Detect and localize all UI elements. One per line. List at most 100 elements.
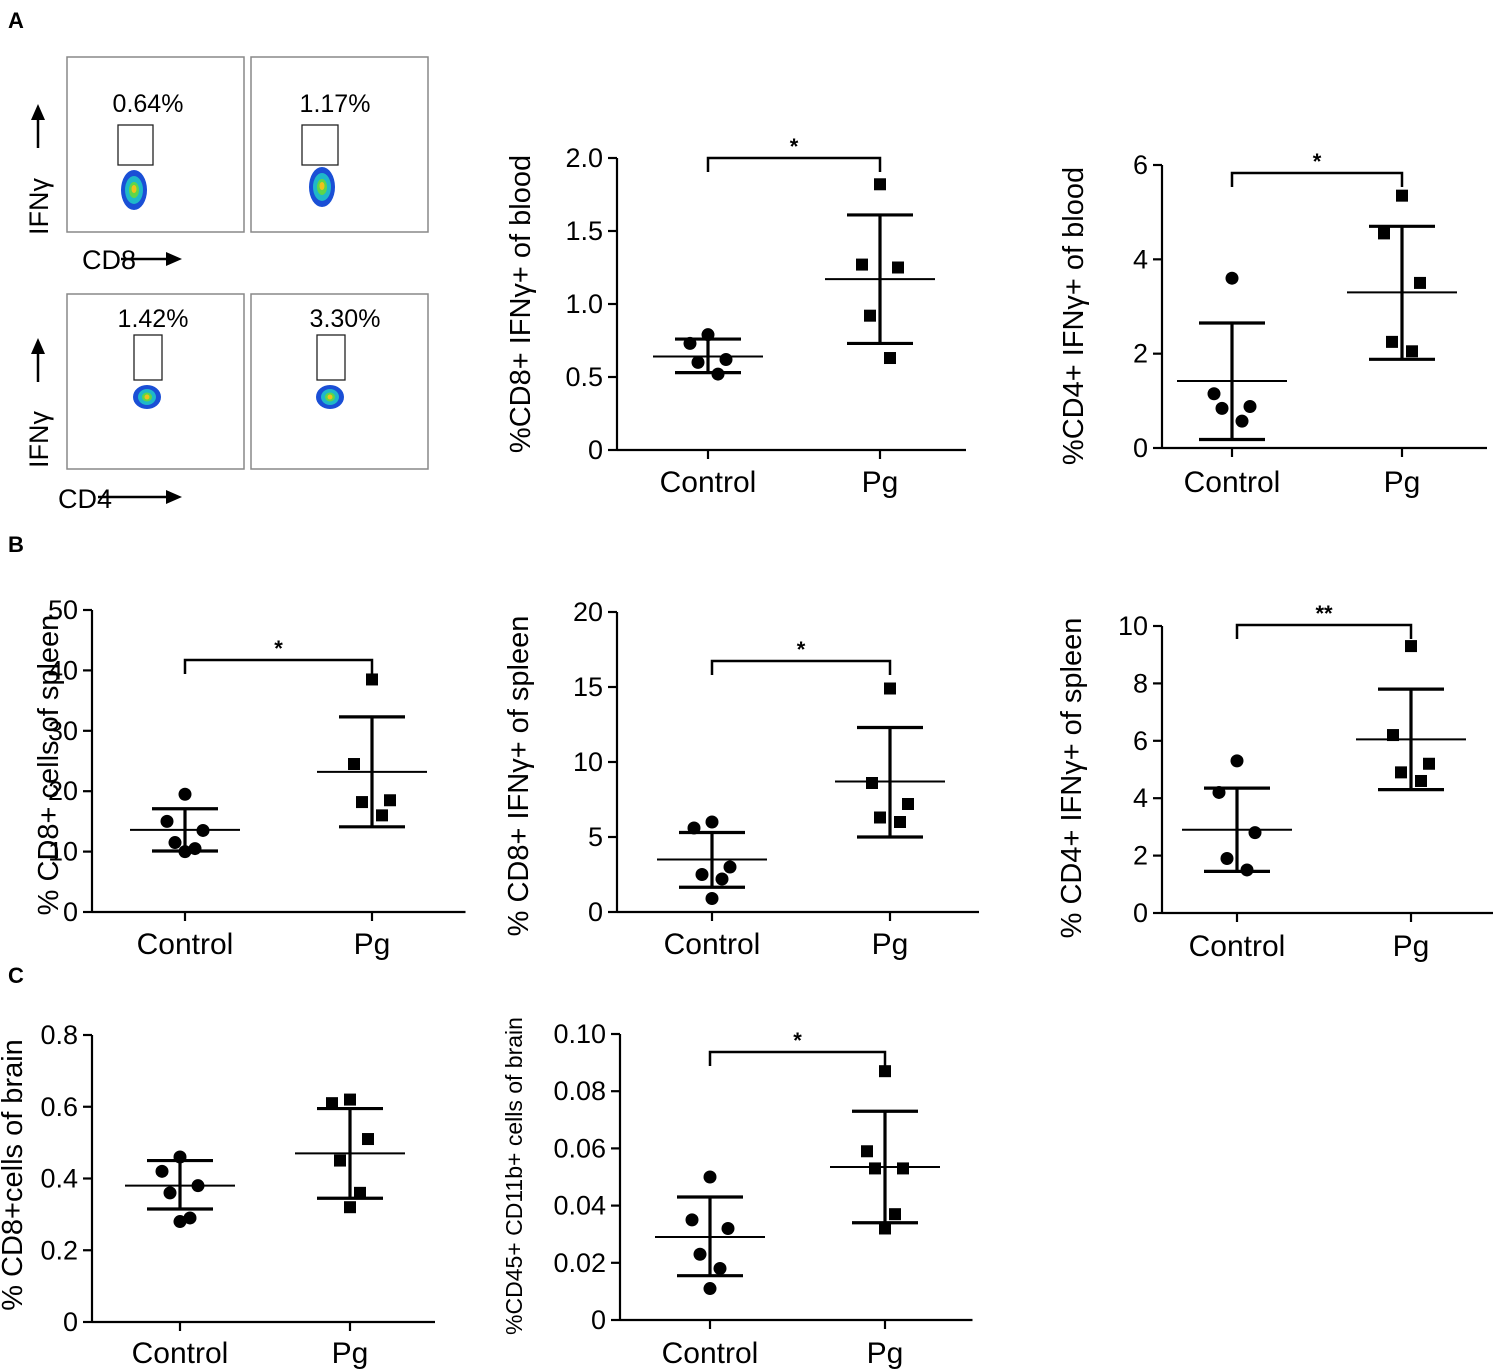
y-tick-label: 6 — [1133, 726, 1148, 756]
flow-xaxis-arrowhead-2 — [166, 490, 182, 504]
y-tick-label: 5 — [588, 822, 603, 852]
x-category-label: Pg — [332, 1337, 369, 1370]
x-category-label: Control — [1184, 466, 1281, 499]
data-point-pg — [864, 309, 876, 322]
flow-plot-pg-cd8 — [250, 56, 429, 233]
flow-plot-pg-cd4 — [250, 293, 429, 470]
data-point-control — [705, 892, 719, 905]
data-point-pg — [884, 352, 896, 365]
y-tick-label: 1.5 — [565, 216, 603, 246]
data-point-control — [711, 367, 725, 381]
y-tick-label: 50 — [48, 595, 78, 625]
y-tick-label: 2.0 — [565, 143, 603, 173]
flow-yaxis-arrowhead-1 — [31, 104, 45, 120]
data-point-control — [1215, 401, 1229, 415]
y-tick-label: 4 — [1133, 244, 1148, 274]
data-point-control — [1212, 785, 1226, 799]
y-tick-label: 2 — [1133, 339, 1148, 369]
data-point-pg — [1406, 345, 1418, 358]
y-tick-label: 0.06 — [553, 1133, 606, 1163]
y-axis-title: % CD8+ cells of spleen — [33, 615, 65, 916]
data-point-pg — [334, 1154, 346, 1167]
x-category-label: Control — [660, 466, 757, 499]
data-point-control — [183, 1211, 197, 1225]
significance-label: * — [790, 134, 799, 159]
flow-gate-control-cd4 — [133, 334, 163, 381]
data-point-control — [1240, 863, 1254, 877]
data-point-control — [687, 821, 701, 835]
y-tick-label: 30 — [48, 716, 78, 746]
data-point-pg — [326, 1097, 338, 1110]
x-category-label: Control — [664, 928, 761, 961]
x-category-label: Control — [662, 1337, 759, 1370]
data-point-pg — [874, 811, 886, 824]
x-category-label: Control — [132, 1337, 229, 1370]
x-category-label: Pg — [1393, 930, 1430, 963]
x-category-label: Pg — [354, 928, 391, 961]
y-tick-label: 0 — [591, 1305, 606, 1335]
data-point-control — [691, 355, 705, 369]
x-category-label: Control — [1189, 930, 1286, 963]
y-tick-label: 0 — [588, 897, 603, 927]
data-point-pg — [1396, 189, 1408, 202]
y-tick-label: 0.08 — [553, 1076, 606, 1106]
flow-yaxis-arrowhead-2 — [31, 338, 45, 354]
data-point-pg — [897, 1162, 909, 1175]
significance-label: ** — [1315, 601, 1333, 626]
significance-bracket — [706, 156, 882, 172]
data-point-pg — [869, 1162, 881, 1175]
significance-label: * — [274, 636, 283, 661]
y-tick-label: 10 — [1118, 611, 1148, 641]
data-point-pg — [894, 816, 906, 828]
data-point-control — [1207, 387, 1221, 401]
chart-cd45-cd11b-brain: 0 0.02 0.04 0.06 0.08 0.10 Control Pg %CD45+ CD1… — [501, 1017, 973, 1370]
y-tick-label: 0 — [1133, 898, 1148, 928]
y-tick-label: 0 — [63, 897, 78, 927]
data-point-control — [1235, 414, 1249, 428]
data-point-control — [1230, 754, 1244, 768]
data-point-control — [1248, 826, 1262, 840]
y-tick-label: 0.5 — [565, 362, 603, 392]
data-point-pg — [879, 1065, 891, 1078]
y-tick-label: 0.04 — [553, 1191, 606, 1221]
data-point-control — [705, 815, 719, 829]
y-tick-label: 2 — [1133, 841, 1148, 871]
flow-row-cd4: 1.42% 3.30% IFNγ CD4 — [24, 293, 429, 514]
data-point-pg — [902, 798, 914, 810]
y-tick-label: 10 — [573, 747, 603, 777]
chart-cd8-ifng-blood: 0 0.5 1.0 1.5 2.0 Control Pg %CD8+ IFNγ+ of blo… — [505, 134, 966, 499]
data-point-pg — [376, 809, 388, 822]
data-point-control — [191, 1179, 205, 1193]
data-point-control — [1243, 399, 1257, 413]
y-axis-title: %CD45+ CD11b+ cells of brain — [501, 1017, 527, 1335]
data-point-control — [155, 1164, 169, 1178]
panel-letter-b: B — [8, 532, 24, 557]
flow-gate-pg-cd4 — [316, 334, 346, 381]
flow-plot-control-cd8 — [66, 56, 245, 233]
y-tick-label: 1.0 — [565, 289, 603, 319]
data-point-pg — [1423, 757, 1435, 770]
data-point-control — [715, 872, 729, 886]
data-point-pg — [344, 1201, 356, 1214]
data-point-control — [701, 328, 715, 342]
y-tick-label: 40 — [48, 655, 78, 685]
significance-bracket — [183, 658, 374, 674]
data-point-pg — [1387, 729, 1399, 742]
data-point-control — [196, 823, 210, 837]
data-point-pg — [1386, 335, 1398, 348]
y-tick-label: 10 — [48, 837, 78, 867]
data-point-control — [719, 352, 733, 366]
data-point-pg — [356, 796, 368, 809]
y-tick-label: 15 — [573, 672, 603, 702]
y-tick-label: 0 — [588, 435, 603, 465]
significance-label: * — [797, 637, 806, 662]
flow-pct-control-cd8: 0.64% — [113, 90, 184, 118]
chart-cd8-ifng-spleen: 0 5 10 15 20 Control Pg % CD8+ IFNγ+ of spleen * — [503, 597, 979, 961]
data-point-pg — [1415, 774, 1427, 787]
y-tick-label: 0.8 — [40, 1020, 78, 1050]
y-tick-label: 0 — [63, 1307, 78, 1337]
flow-gate-control-cd8 — [117, 124, 154, 166]
y-tick-label: 0.2 — [40, 1235, 78, 1265]
data-point-control — [160, 814, 174, 828]
data-point-pg — [884, 682, 896, 695]
